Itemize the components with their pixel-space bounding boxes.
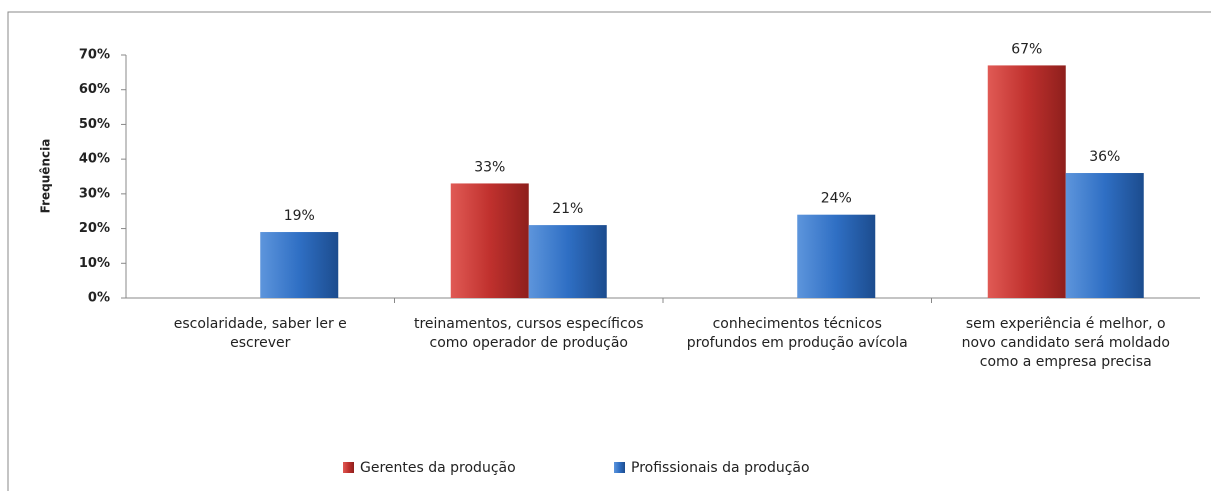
y-tick-label: 40% — [79, 152, 110, 167]
y-tick-label: 0% — [88, 291, 110, 306]
legend-swatch — [343, 462, 354, 473]
legend-swatch — [614, 462, 625, 473]
bar — [1065, 173, 1144, 298]
y-tick-label: 30% — [79, 186, 110, 201]
value-label: 33% — [474, 159, 505, 175]
x-tick-label: treinamentos, cursos específicos como op… — [413, 316, 644, 351]
frame — [7, 11, 1211, 491]
y-tick-label: 20% — [79, 221, 110, 236]
y-axis-label: Frequência — [39, 139, 53, 214]
legend-label: Gerentes da produção — [360, 460, 516, 476]
y-tick-label: 70% — [79, 48, 110, 63]
y-tick-label: 50% — [79, 117, 110, 132]
value-label: 24% — [821, 191, 852, 207]
bar — [450, 183, 529, 298]
x-tick-label: escolaridade, saber ler e escrever — [173, 316, 347, 351]
legend-label: Profissionais da produção — [631, 460, 810, 476]
y-tick-label: 60% — [79, 82, 110, 97]
x-tick-label: sem experiência é melhor, o novo candida… — [961, 316, 1170, 370]
value-label: 67% — [1011, 41, 1042, 57]
bar — [987, 65, 1066, 299]
x-tick-label: conhecimentos técnicos profundos em prod… — [686, 316, 908, 351]
bar — [260, 232, 339, 298]
value-label: 21% — [552, 201, 583, 217]
bar — [528, 225, 607, 298]
value-label: 19% — [284, 208, 315, 224]
value-label: 36% — [1089, 149, 1120, 165]
bar — [797, 214, 876, 298]
y-tick-label: 10% — [79, 256, 110, 271]
